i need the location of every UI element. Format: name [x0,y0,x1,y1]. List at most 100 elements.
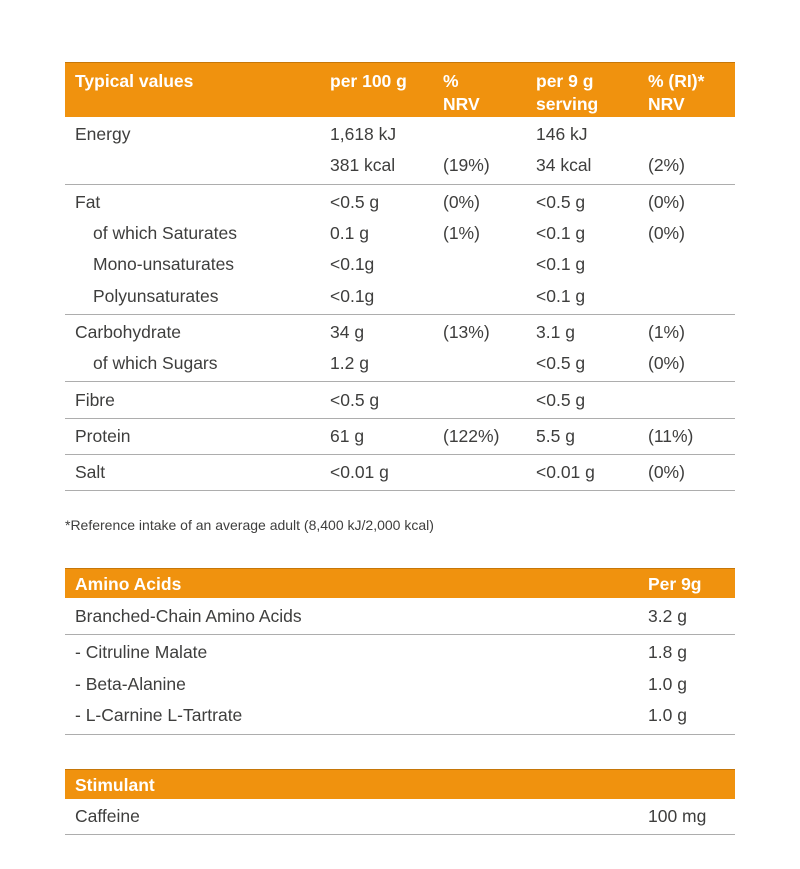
table-row: of which Sugars 1.2 g <0.5 g (0%) [65,348,735,379]
row-label: Energy [75,124,131,145]
row-group: - Citruline Malate 1.8 g - Beta-Alanine 1.0… [65,633,735,734]
stimulant-unit [648,770,735,800]
per-100g-value: 0.1 g [330,223,369,244]
row-label: Salt [75,462,106,483]
row-group: Protein 61 g (122%) 5.5 g (11%) [65,417,735,454]
nutrition-label: Typical values per 100 g % NRV per 9 g s… [65,62,735,836]
ri-nrv-value: (0%) [648,353,685,374]
row-label: Polyunsaturates [93,285,219,306]
row-label: - L-Carnine L-Tartrate [75,705,243,726]
header-per-100g: per 100 g [330,71,407,91]
per-100g-value: 1,618 kJ [330,124,397,145]
nrv-value: (122%) [443,425,500,446]
row-label: - Beta-Alanine [75,673,186,694]
per-100g-value: 1.2 g [330,353,369,374]
table-row: Branched-Chain Amino Acids 3.2 g [65,600,735,632]
row-label: - Citruline Malate [75,642,208,663]
per-100g-value: <0.1g [330,285,375,306]
amino-acids-title: Amino Acids [75,574,182,595]
row-value: 1.8 g [648,642,687,663]
table-row: Caffeine 100 mg [65,801,735,833]
typical-values-table: Typical values per 100 g % NRV per 9 g s… [65,62,735,492]
ri-nrv-value: (0%) [648,462,685,483]
per-100g-value: <0.01 g [330,462,389,483]
header-ri-nrv: % (RI)* NRV [648,71,705,114]
stimulant-body: Caffeine 100 mg [65,799,735,836]
row-group: Caffeine 100 mg [65,799,735,835]
amino-acids-header: Amino Acids Per 9g [65,568,735,599]
row-value: 100 mg [648,805,707,826]
table-row: - Citruline Malate 1.8 g [65,637,735,669]
nrv-value: (0%) [443,191,480,212]
nrv-value: (19%) [443,155,490,176]
per-100g-value: <0.1g [330,254,375,275]
table-row: Fibre <0.5 g <0.5 g [65,384,735,415]
ri-nrv-value: (1%) [648,321,685,342]
per-100g-value: <0.5 g [330,191,380,212]
stimulant-title: Stimulant [75,774,155,795]
nrv-value: (13%) [443,321,490,342]
table-row: Energy 1,618 kJ 146 kJ [65,119,735,150]
stimulant-table: Stimulant Caffeine 100 mg [65,768,735,836]
per-9g-value: <0.01 g [536,462,595,483]
reference-intake-footnote: *Reference intake of an average adult (8… [65,517,434,534]
table-row: Polyunsaturates <0.1g <0.1 g [65,280,735,311]
row-group: Fibre <0.5 g <0.5 g [65,381,735,417]
stimulant-header: Stimulant [65,768,735,800]
table-row: - Beta-Alanine 1.0 g [65,668,735,700]
row-label: Fibre [75,389,115,410]
row-value: 3.2 g [648,605,687,626]
per-9g-value: 34 kcal [536,155,592,176]
typical-values-body: Energy 1,618 kJ 146 kJ 381 kcal (19%) 34 kcal… [65,117,735,492]
per-9g-value: 146 kJ [536,124,588,145]
table-row: - L-Carnine L-Tartrate 1.0 g [65,700,735,732]
per-9g-value: <0.1 g [536,254,586,275]
amino-acids-unit: Per 9g [648,574,702,595]
table-row: 381 kcal (19%) 34 kcal (2%) [65,150,735,181]
per-100g-value: 61 g [330,425,365,446]
row-label: Branched-Chain Amino Acids [75,605,302,626]
per-9g-value: <0.5 g [536,191,586,212]
header-typical-values: Typical values [75,71,194,91]
row-label: Fat [75,191,101,212]
per-100g-value: 381 kcal [330,155,396,176]
header-nrv: % NRV [443,71,480,114]
amino-acids-body: Branched-Chain Amino Acids 3.2 g - Citruli… [65,598,735,735]
table-row: Fat <0.5 g (0%) <0.5 g (0%) [65,187,735,218]
row-value: 1.0 g [648,673,687,694]
per-9g-value: <0.5 g [536,353,586,374]
per-9g-value: 5.5 g [536,425,575,446]
ri-nrv-value: (11%) [648,425,694,446]
ri-nrv-value: (0%) [648,191,685,212]
row-group: Fat <0.5 g (0%) <0.5 g (0%) of which Saturate… [65,183,735,314]
nrv-value: (1%) [443,223,480,244]
row-group: Carbohydrate 34 g (13%) 3.1 g (1%) of which S… [65,313,735,382]
row-value: 1.0 g [648,705,687,726]
per-9g-value: 3.1 g [536,321,575,342]
ri-nrv-value: (0%) [648,223,685,244]
per-100g-value: <0.5 g [330,389,380,410]
header-per-9g-serving: per 9 g serving [536,71,599,114]
table-row: Salt <0.01 g <0.01 g (0%) [65,457,735,488]
row-label: Protein [75,425,131,446]
table-row: Carbohydrate 34 g (13%) 3.1 g (1%) [65,317,735,348]
row-label: Carbohydrate [75,321,182,342]
table-row: Mono-unsaturates <0.1g <0.1 g [65,249,735,280]
per-9g-value: <0.5 g [536,389,586,410]
row-label: Mono-unsaturates [93,254,235,275]
row-label: of which Sugars [93,353,218,374]
row-label: of which Saturates [93,223,237,244]
row-group: Branched-Chain Amino Acids 3.2 g [65,598,735,634]
row-group: Salt <0.01 g <0.01 g (0%) [65,453,735,490]
table-row: of which Saturates 0.1 g (1%) <0.1 g (0%) [65,218,735,249]
row-group: Energy 1,618 kJ 146 kJ 381 kcal (19%) 34 kcal… [65,117,735,184]
per-9g-value: <0.1 g [536,223,586,244]
per-9g-value: <0.1 g [536,285,586,306]
per-100g-value: 34 g [330,321,365,342]
ri-nrv-value: (2%) [648,155,685,176]
amino-acids-table: Amino Acids Per 9g Branched-Chain Amino … [65,568,735,735]
typical-values-header: Typical values per 100 g % NRV per 9 g s… [65,62,735,117]
table-row: Protein 61 g (122%) 5.5 g (11%) [65,421,735,452]
row-label: Caffeine [75,805,140,826]
